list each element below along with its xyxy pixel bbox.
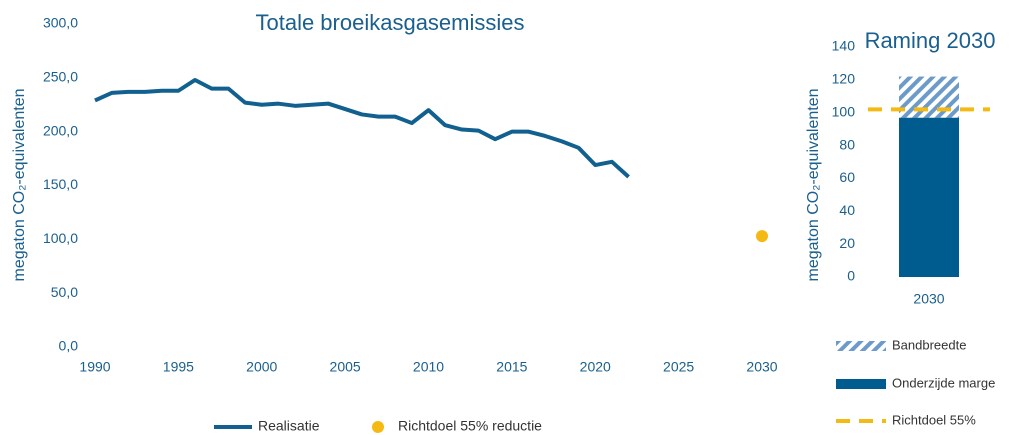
y-tick-label: 100,0 [43, 230, 78, 246]
x-tick-label: 2015 [496, 359, 527, 375]
x-tick-label: 2025 [663, 359, 694, 375]
legend-marker [836, 379, 886, 389]
chart-title: Raming 2030 [865, 28, 996, 53]
y-tick-label: 100 [832, 103, 856, 119]
legend-label: Richtdoel 55% [892, 412, 976, 427]
line [94, 77, 630, 179]
legend-label: Realisatie [258, 418, 320, 434]
target-point [756, 230, 768, 243]
y-tick-label: 80 [839, 136, 855, 152]
y-tick-label: 40 [839, 202, 855, 218]
y-tick-label: 250,0 [43, 69, 78, 85]
y-tick-label: 0 [847, 268, 855, 284]
legend-label: Bandbreedte [892, 337, 966, 352]
legend-marker [372, 421, 384, 433]
x-tick-label: 1990 [79, 359, 110, 375]
y-tick-label: 140 [832, 38, 856, 54]
y-axis-label: megaton CO₂-equivalenten [805, 89, 822, 282]
bar-segment [899, 117, 959, 278]
x-tick-label: 2030 [913, 291, 944, 307]
legend-label: Onderzijde marge [892, 375, 995, 390]
x-tick-label: 2030 [746, 359, 777, 375]
y-tick-label: 200,0 [43, 122, 78, 138]
y-tick-label: 50,0 [51, 284, 78, 300]
y-tick-label: 0,0 [59, 338, 79, 354]
x-tick-label: 1995 [163, 359, 194, 375]
y-tick-label: 300,0 [43, 15, 78, 31]
legend-label: Richtdoel 55% reductie [398, 418, 542, 434]
x-tick-label: 2000 [246, 359, 277, 375]
x-tick-label: 2020 [580, 359, 611, 375]
y-axis-label: megaton CO₂-equivalenten [11, 89, 28, 282]
y-tick-label: 60 [839, 169, 855, 185]
legend-marker [836, 341, 886, 351]
x-tick-label: 2010 [413, 359, 444, 375]
y-tick-label: 150,0 [43, 176, 78, 192]
y-tick-label: 120 [832, 71, 856, 87]
bar-segment [899, 76, 959, 118]
y-tick-label: 20 [839, 235, 855, 251]
chart-title: Totale broeikasgasemissies [255, 10, 524, 35]
x-tick-label: 2005 [330, 359, 361, 375]
